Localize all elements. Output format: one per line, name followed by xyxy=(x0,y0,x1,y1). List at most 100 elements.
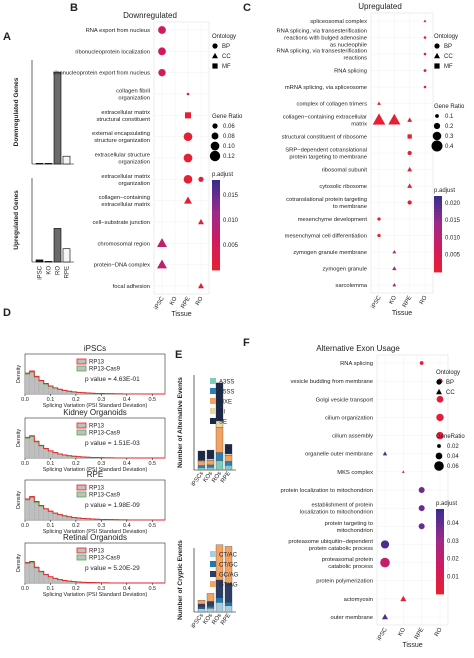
colorbar-segment xyxy=(434,215,442,219)
colorbar-segment xyxy=(436,572,444,577)
y-axis-label: Density xyxy=(16,429,22,448)
x-tick-label: 0.4 xyxy=(123,461,131,467)
term-label: proteasome ubiquitin−dependent xyxy=(288,539,373,545)
histogram-bar xyxy=(43,574,49,584)
stacked-bar-segment xyxy=(206,464,215,468)
data-point xyxy=(418,487,425,493)
p-value: p value = 1.51E-03 xyxy=(85,440,140,447)
colorbar-tick: 0.04 xyxy=(447,521,459,527)
series-line-rp13 xyxy=(25,435,165,459)
legend-marker xyxy=(434,52,440,59)
legend-label: 0.4 xyxy=(445,144,454,150)
histogram-bar xyxy=(24,498,30,521)
histogram-bar xyxy=(48,450,54,459)
stacked-bar-segment xyxy=(197,450,206,461)
term-label: cytosolic ribosome xyxy=(319,184,367,190)
colorbar-segment xyxy=(436,544,444,549)
legend-label: RP13-Cas9 xyxy=(89,556,121,562)
term-label: protein targeting to membrane xyxy=(289,155,367,161)
term-label: protein−DNA complex xyxy=(94,263,150,269)
stacked-bar-segment xyxy=(224,461,233,466)
bar xyxy=(62,155,71,165)
colorbar-segment xyxy=(212,240,220,245)
x-tick-label: RPE xyxy=(414,627,425,641)
term-label: localization to mitochondrion xyxy=(300,510,373,516)
term-label: organelle outer membrane xyxy=(305,452,373,458)
x-axis-label: Tissue xyxy=(392,310,412,317)
colorbar-segment xyxy=(212,198,220,203)
data-point xyxy=(158,68,166,77)
legend-marker xyxy=(434,63,440,69)
colorbar-segment xyxy=(436,562,444,567)
colorbar-segment xyxy=(436,569,444,574)
colorbar-segment xyxy=(212,258,220,263)
legend-swatch xyxy=(76,429,87,436)
data-point xyxy=(392,250,397,254)
data-point xyxy=(423,52,427,56)
histogram-bar xyxy=(52,387,58,395)
term-label: RNA splicing, via transesterification xyxy=(276,49,367,55)
x-tick-label: 0.4 xyxy=(123,397,131,403)
subpanel-title: Retinal Organoids xyxy=(63,533,127,542)
term-label: structural constituent xyxy=(97,117,151,123)
term-label: cell−substrate junction xyxy=(92,220,150,226)
colorbar-tick: 0.02 xyxy=(447,557,459,563)
term-label: reactions with bulged adenosine xyxy=(284,36,367,42)
legend-swatch xyxy=(76,491,87,498)
stacked-bar-segment xyxy=(197,467,206,471)
data-point xyxy=(183,153,193,163)
term-label: protein targeting to xyxy=(325,521,373,527)
x-axis-label: Splicing Variation (PSI Standard Deviati… xyxy=(43,529,148,535)
data-point xyxy=(401,470,405,473)
colorbar-segment xyxy=(434,218,442,222)
x-tick-label: 0.3 xyxy=(98,397,106,403)
histogram-bar xyxy=(48,576,54,584)
term-label: SRP−dependent cotranslational xyxy=(285,148,367,154)
y-axis-label: Downregulated Genes xyxy=(13,77,20,146)
legend-marker xyxy=(435,114,439,118)
legend-title: Gene Ratio xyxy=(434,104,465,110)
term-label: actomyosin xyxy=(344,597,373,603)
x-tick-label: 0.0 xyxy=(21,461,29,467)
term-label: external encapsulating xyxy=(92,131,150,137)
legend-marker xyxy=(436,379,442,385)
histogram-bar xyxy=(29,496,35,521)
legend-label: RP13 xyxy=(89,549,105,555)
legend-marker xyxy=(432,131,442,141)
x-tick-label: ROs xyxy=(211,613,223,626)
histogram-bar xyxy=(34,567,40,584)
legend-marker xyxy=(212,123,218,129)
legend-label: RP13-Cas9 xyxy=(89,493,121,499)
x-axis-label: Tissue xyxy=(402,642,422,649)
stacked-bar-segment xyxy=(206,606,215,609)
colorbar-segment xyxy=(436,540,444,545)
legend-label: CT/GC xyxy=(219,563,238,569)
colorbar-segment xyxy=(434,237,442,241)
x-tick-label: RPE xyxy=(402,295,413,309)
stacked-bar-segment xyxy=(206,593,215,602)
x-tick-label: RO xyxy=(419,295,429,306)
term-label: catabolic process xyxy=(328,564,373,570)
legend-title: Ontology xyxy=(436,370,460,376)
x-axis-label: Splicing Variation (PSI Standard Deviati… xyxy=(43,592,148,598)
colorbar-segment xyxy=(436,516,444,521)
legend-label: A5SS xyxy=(219,390,234,396)
x-axis-label: Splicing Variation (PSI Standard Deviati… xyxy=(43,403,148,409)
term-label: extracellular matrix xyxy=(101,110,150,116)
stacked-bar-segment xyxy=(197,600,206,605)
term-label: MKS complex xyxy=(337,470,373,476)
series-line-rp13 xyxy=(25,561,165,584)
legend-swatch xyxy=(210,581,216,587)
colorbar-segment xyxy=(436,547,444,552)
term-label: mitochondrion xyxy=(337,528,373,534)
stacked-bar-segment xyxy=(197,460,206,462)
colorbar-segment xyxy=(436,519,444,524)
data-point xyxy=(423,85,427,89)
legend-label: MF xyxy=(222,64,231,70)
panel-letter: C xyxy=(243,2,251,14)
histogram-bar xyxy=(34,501,40,521)
histogram-bar xyxy=(57,389,63,395)
x-tick-label: 0.4 xyxy=(123,586,131,592)
term-label: structural constituent of ribosome xyxy=(282,135,367,141)
